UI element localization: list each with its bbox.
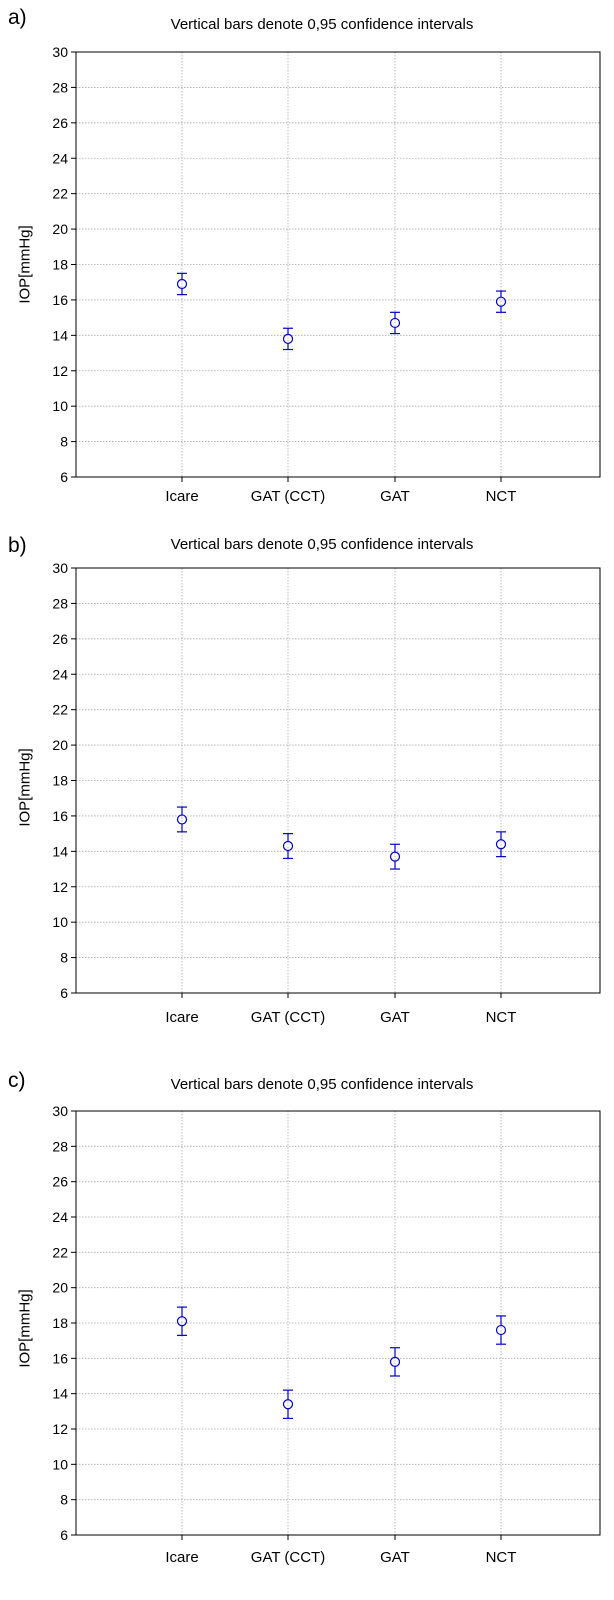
y-tick-label: 22: [52, 1244, 68, 1260]
data-point: [282, 1389, 294, 1419]
x-tick-label: GAT: [380, 488, 410, 505]
y-tick-label: 18: [52, 1315, 68, 1331]
chart-svg: 6 8 10 12 14 16 18 20 22 24 26 28 30 Icare GAT (CCT) GA…: [52, 1103, 601, 1566]
x-tick-label: Icare: [165, 1009, 198, 1026]
chart-svg: 6 8 10 12 14 16 18 20 22 24 26 28 30 Icare GAT (CCT) GA…: [52, 560, 601, 1026]
y-tick-label: 12: [52, 363, 68, 379]
y-tick-label: 28: [52, 595, 68, 611]
y-tick-label: 24: [52, 666, 68, 682]
chart-svg: 6 8 10 12 14 16 18 20 22 24 26 28 30 Icare GAT (CCT) GA…: [52, 44, 601, 505]
y-tick-label: 6: [60, 469, 68, 485]
data-point: [389, 1347, 401, 1377]
y-tick-label: 22: [52, 702, 68, 718]
y-tick-label: 12: [52, 879, 68, 895]
mean-marker: [176, 1316, 188, 1327]
y-tick-label: 20: [52, 737, 68, 753]
mean-marker: [495, 839, 507, 850]
plot-frame: [75, 567, 601, 994]
y-tick-label: 8: [60, 950, 68, 966]
data-point: [176, 1306, 188, 1336]
x-tick-label: GAT: [380, 1009, 410, 1026]
y-tick-label: 20: [52, 1280, 68, 1296]
data-point: [176, 272, 188, 296]
mean-marker: [176, 814, 188, 825]
chart-panel-b: b) Vertical bars denote 0,95 confidence …: [0, 530, 614, 1065]
chart-title: Vertical bars denote 0,95 confidence int…: [170, 536, 474, 553]
y-tick-label: 26: [52, 1174, 68, 1190]
y-tick-label: 18: [52, 257, 68, 273]
y-tick-label: 24: [52, 1209, 68, 1225]
panel-label: a): [8, 6, 27, 29]
x-tick-label: NCT: [486, 1549, 517, 1566]
y-tick-label: 14: [52, 843, 68, 859]
y-tick-label: 6: [60, 1527, 68, 1543]
chart-title: Vertical bars denote 0,95 confidence int…: [170, 1076, 474, 1093]
y-tick-label: 24: [52, 150, 68, 166]
y-tick-label: 22: [52, 186, 68, 202]
y-tick-label: 28: [52, 79, 68, 95]
data-point: [495, 1315, 507, 1345]
mean-marker: [389, 851, 401, 862]
y-tick-label: 8: [60, 434, 68, 450]
y-tick-label: 8: [60, 1492, 68, 1508]
chart-panel-a: a) Vertical bars denote 0,95 confidence …: [0, 0, 614, 530]
y-tick-label: 14: [52, 327, 68, 343]
y-tick-label: 18: [52, 773, 68, 789]
mean-marker: [282, 840, 294, 852]
plot-frame: [75, 51, 601, 478]
y-tick-label: 26: [52, 115, 68, 131]
chart-panel-c: c) Vertical bars denote 0,95 confidence …: [0, 1065, 614, 1600]
data-point: [495, 290, 507, 313]
y-tick-label: 16: [52, 292, 68, 308]
y-tick-label: 30: [52, 44, 68, 60]
panel-label: c): [8, 1069, 26, 1092]
panel-label: b): [8, 534, 27, 557]
data-point: [389, 311, 401, 335]
y-tick-label: 20: [52, 221, 68, 237]
mean-marker: [282, 333, 294, 344]
data-point: [282, 833, 294, 860]
mean-marker: [176, 278, 188, 290]
x-tick-label: NCT: [486, 488, 517, 505]
mean-marker: [389, 317, 401, 329]
y-tick-label: 30: [52, 1103, 68, 1119]
y-tick-label: 26: [52, 631, 68, 647]
x-tick-label: NCT: [486, 1009, 517, 1026]
y-tick-label: 6: [60, 985, 68, 1001]
mean-marker: [495, 1324, 507, 1336]
plot-frame: [75, 1110, 601, 1536]
mean-marker: [282, 1399, 294, 1410]
x-tick-label: Icare: [165, 1549, 198, 1566]
x-tick-label: GAT (CCT): [251, 488, 325, 505]
y-tick-label: 28: [52, 1138, 68, 1154]
mean-marker: [495, 296, 507, 307]
x-tick-label: Icare: [165, 488, 198, 505]
y-tick-label: 10: [52, 1456, 68, 1472]
data-point: [495, 831, 507, 858]
chart-title: Vertical bars denote 0,95 confidence int…: [170, 16, 474, 33]
x-tick-label: GAT: [380, 1549, 410, 1566]
y-tick-label: 16: [52, 808, 68, 824]
y-tick-label: 30: [52, 560, 68, 576]
x-tick-label: GAT (CCT): [251, 1009, 325, 1026]
data-point: [389, 843, 401, 870]
y-tick-label: 10: [52, 914, 68, 930]
data-point: [282, 327, 294, 351]
data-point: [176, 806, 188, 833]
y-tick-label: 12: [52, 1421, 68, 1437]
y-tick-label: 16: [52, 1350, 68, 1366]
y-tick-label: 14: [52, 1386, 68, 1402]
mean-marker: [389, 1356, 401, 1367]
x-tick-label: GAT (CCT): [251, 1549, 325, 1566]
y-tick-label: 10: [52, 398, 68, 414]
